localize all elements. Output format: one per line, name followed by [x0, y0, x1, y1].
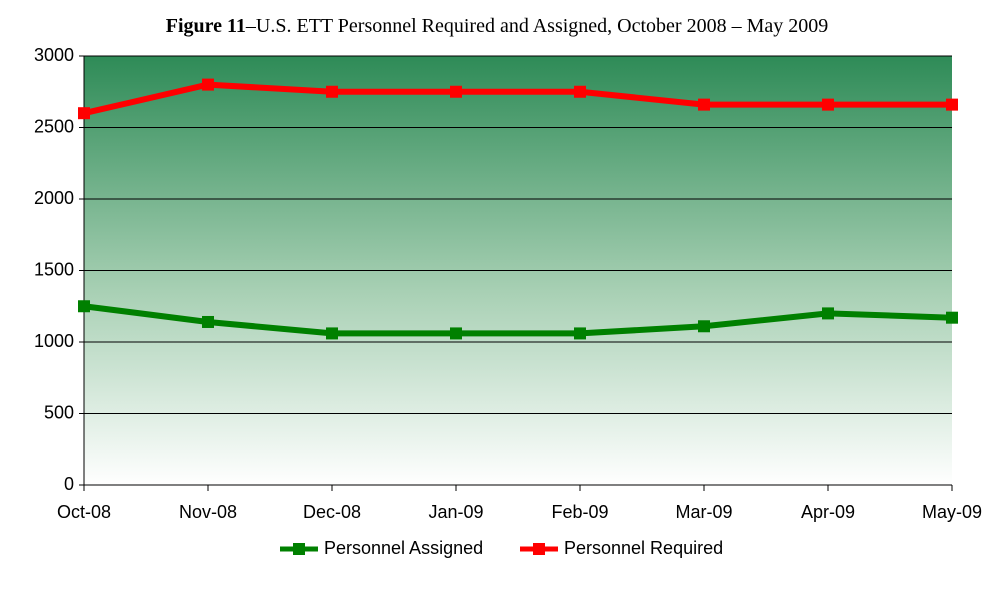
legend-marker [533, 543, 545, 555]
marker [78, 107, 90, 120]
y-tick-label: 500 [44, 402, 74, 422]
chart-title: Figure 11–U.S. ETT Personnel Required an… [166, 15, 829, 37]
marker [698, 98, 710, 111]
marker [326, 85, 338, 98]
x-tick-label: Jan-09 [428, 502, 483, 522]
series-line [83, 303, 953, 337]
legend-label: Personnel Required [564, 538, 723, 558]
marker [946, 98, 958, 111]
series-line [83, 81, 952, 117]
x-tick-label: Feb-09 [551, 502, 608, 522]
marker [574, 85, 586, 98]
y-tick-label: 1500 [34, 259, 74, 279]
y-tick-label: 2500 [34, 116, 74, 136]
y-tick-label: 3000 [34, 45, 74, 65]
marker [698, 320, 710, 333]
x-tick-label: May-09 [922, 502, 982, 522]
x-tick-label: Apr-09 [801, 502, 855, 522]
y-tick-label: 2000 [34, 188, 74, 208]
marker [202, 78, 214, 91]
marker [822, 307, 834, 320]
marker [202, 315, 214, 328]
marker [822, 98, 834, 111]
x-tick-label: Nov-08 [179, 502, 237, 522]
marker [326, 327, 338, 340]
x-tick-label: Oct-08 [57, 502, 111, 522]
marker [946, 311, 958, 324]
y-tick-label: 0 [64, 474, 74, 494]
y-tick-label: 1000 [34, 331, 74, 351]
title-text: –U.S. ETT Personnel Required and Assigne… [245, 15, 828, 37]
legend-label: Personnel Assigned [324, 538, 483, 558]
marker [574, 327, 586, 340]
x-tick-label: Mar-09 [675, 502, 732, 522]
legend-marker [293, 543, 305, 555]
marker [450, 327, 462, 340]
x-tick-label: Dec-08 [303, 502, 361, 522]
marker [450, 85, 462, 98]
marker [78, 300, 90, 313]
figure-label: Figure 11 [166, 15, 246, 37]
